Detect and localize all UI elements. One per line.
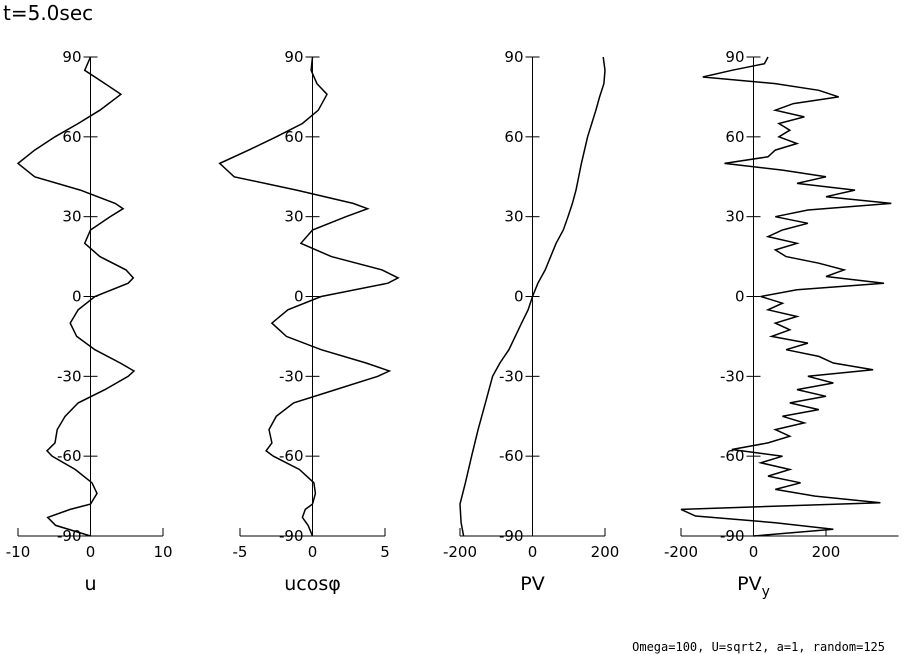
x-axis-label-text: ucosφ bbox=[284, 573, 341, 595]
y-tick-label: 0 bbox=[294, 288, 304, 306]
y-tick-label: -30 bbox=[57, 367, 82, 385]
x-tick-label: 0 bbox=[86, 543, 96, 561]
x-tick-label: 5 bbox=[380, 543, 390, 561]
x-tick-label: 0 bbox=[528, 543, 538, 561]
profile-line bbox=[459, 56, 606, 537]
x-tick-label: 0 bbox=[308, 543, 318, 561]
y-tick-label: -60 bbox=[279, 447, 304, 465]
x-tick-label: -5 bbox=[233, 543, 248, 561]
y-tick-label: 60 bbox=[725, 128, 744, 146]
x-tick-label: -200 bbox=[664, 543, 698, 561]
y-tick-label: 90 bbox=[284, 48, 303, 66]
x-axis-label-text: u bbox=[84, 573, 96, 595]
y-tick-label: 30 bbox=[62, 208, 81, 226]
x-axis-label: PV bbox=[520, 573, 544, 595]
x-axis-label: u bbox=[84, 573, 96, 595]
y-tick-label: 90 bbox=[62, 48, 81, 66]
profile-line bbox=[218, 56, 400, 537]
footer: Omega=100, U=sqrt2, a=1, random=125 bbox=[632, 640, 885, 654]
y-tick-label: 30 bbox=[504, 208, 523, 226]
y-tick-label: 0 bbox=[72, 288, 82, 306]
x-tick-label: -200 bbox=[443, 543, 477, 561]
profile-line bbox=[680, 56, 892, 537]
y-tick-label: 90 bbox=[504, 48, 523, 66]
x-axis-label: ucosφ bbox=[284, 573, 341, 595]
y-tick-label: 30 bbox=[725, 208, 744, 226]
x-tick-label: -10 bbox=[6, 543, 31, 561]
y-tick-label: 30 bbox=[284, 208, 303, 226]
x-tick-label: 10 bbox=[153, 543, 172, 561]
x-axis-label: PVy bbox=[737, 573, 770, 600]
y-tick-label: -60 bbox=[499, 447, 524, 465]
y-tick-label: -90 bbox=[279, 527, 304, 545]
y-tick-label: -30 bbox=[499, 367, 524, 385]
y-tick-label: -60 bbox=[57, 447, 82, 465]
x-tick-label: 200 bbox=[591, 543, 620, 561]
y-tick-label: 60 bbox=[284, 128, 303, 146]
x-axis-label-subscript: y bbox=[762, 584, 770, 600]
x-axis-label-text: PV bbox=[737, 573, 761, 595]
y-tick-label: -60 bbox=[720, 447, 745, 465]
y-tick-label: 60 bbox=[504, 128, 523, 146]
y-tick-label: -30 bbox=[279, 367, 304, 385]
x-tick-label: 0 bbox=[749, 543, 759, 561]
y-tick-label: 60 bbox=[62, 128, 81, 146]
y-tick-label: 90 bbox=[725, 48, 744, 66]
x-tick-label: 200 bbox=[812, 543, 841, 561]
y-tick-label: -90 bbox=[720, 527, 745, 545]
profile-line bbox=[16, 56, 136, 537]
y-tick-label: -30 bbox=[720, 367, 745, 385]
y-tick-label: -90 bbox=[499, 527, 524, 545]
y-tick-label: 0 bbox=[735, 288, 745, 306]
y-tick-label: 0 bbox=[514, 288, 524, 306]
x-axis-label-text: PV bbox=[520, 573, 544, 595]
title: t=5.0sec bbox=[3, 1, 93, 25]
